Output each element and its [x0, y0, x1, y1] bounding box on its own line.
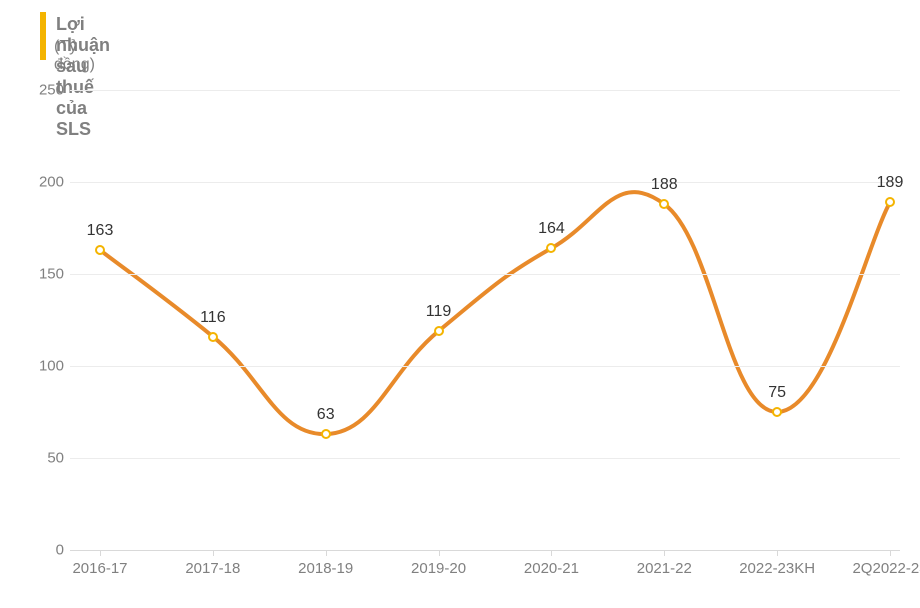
x-tick [664, 550, 665, 556]
line-path-svg [40, 80, 900, 550]
grid-line [70, 182, 900, 183]
data-label: 116 [200, 309, 226, 327]
data-label: 63 [317, 406, 335, 424]
grid-line [70, 90, 900, 91]
x-tick-label: 2022-23KH [739, 560, 815, 577]
grid-line [70, 366, 900, 367]
chart-container: Lợi nhuận sau thuế của SLS (Tỷ đồng) 050… [0, 0, 920, 608]
data-label: 189 [877, 174, 904, 192]
grid-line [70, 458, 900, 459]
x-tick [890, 550, 891, 556]
data-label: 75 [768, 384, 786, 402]
x-tick [439, 550, 440, 556]
x-tick-label: 2021-22 [637, 560, 692, 577]
data-label: 164 [538, 220, 565, 238]
x-tick [551, 550, 552, 556]
y-tick-label: 0 [30, 542, 64, 559]
x-tick-label: 2Q2022-23 [852, 560, 920, 577]
title-accent-bar [40, 12, 46, 60]
x-tick-label: 2020-21 [524, 560, 579, 577]
data-marker [434, 326, 444, 336]
data-label: 188 [651, 176, 678, 194]
data-marker [546, 243, 556, 253]
chart-subtitle: (Tỷ đồng) [54, 38, 95, 74]
grid-line [70, 274, 900, 275]
x-tick-label: 2016-17 [72, 560, 127, 577]
x-tick-label: 2017-18 [185, 560, 240, 577]
x-tick-label: 2018-19 [298, 560, 353, 577]
x-tick [213, 550, 214, 556]
data-marker [772, 407, 782, 417]
x-axis [70, 550, 900, 551]
data-marker [321, 429, 331, 439]
y-tick-label: 200 [30, 174, 64, 191]
y-tick-label: 50 [30, 450, 64, 467]
data-marker [885, 197, 895, 207]
x-tick [326, 550, 327, 556]
data-marker [659, 199, 669, 209]
x-tick [100, 550, 101, 556]
y-tick-label: 150 [30, 266, 64, 283]
x-tick [777, 550, 778, 556]
data-label: 119 [426, 303, 452, 321]
plot-area: 0501001502002502016-172017-182018-192019… [40, 80, 900, 550]
data-marker [208, 332, 218, 342]
data-marker [95, 245, 105, 255]
y-tick-label: 100 [30, 358, 64, 375]
data-label: 163 [87, 222, 114, 240]
x-tick-label: 2019-20 [411, 560, 466, 577]
y-tick-label: 250 [30, 82, 64, 99]
